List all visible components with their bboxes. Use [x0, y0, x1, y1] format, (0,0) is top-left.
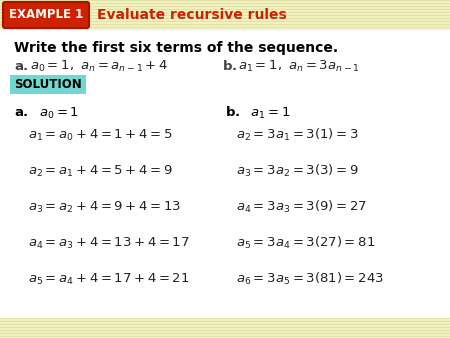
FancyBboxPatch shape	[0, 0, 450, 30]
Text: $a_4 = 3a_3 = 3(9) = 27$: $a_4 = 3a_3 = 3(9) = 27$	[236, 199, 367, 215]
FancyBboxPatch shape	[10, 75, 86, 94]
Text: EXAMPLE 1: EXAMPLE 1	[9, 8, 83, 22]
Text: $a_5 = 3a_4 = 3(27) = 81$: $a_5 = 3a_4 = 3(27) = 81$	[236, 235, 375, 251]
Text: $a_3 = 3a_2 = 3(3) = 9$: $a_3 = 3a_2 = 3(3) = 9$	[236, 163, 359, 179]
Text: $a_1 = a_0 + 4 = 1 + 4 = 5$: $a_1 = a_0 + 4 = 1 + 4 = 5$	[28, 127, 173, 143]
Text: $\mathbf{a.}\ \ a_0 = 1$: $\mathbf{a.}\ \ a_0 = 1$	[14, 105, 79, 121]
Text: $a_4 = a_3 + 4 = 13 + 4 = 17$: $a_4 = a_3 + 4 = 13 + 4 = 17$	[28, 236, 189, 250]
Text: Evaluate recursive rules: Evaluate recursive rules	[97, 8, 287, 22]
Text: $\mathbf{b.}$: $\mathbf{b.}$	[222, 59, 237, 73]
Text: $a_0 = 1,\ a_n = a_{n-1} + 4$: $a_0 = 1,\ a_n = a_{n-1} + 4$	[30, 58, 168, 74]
FancyBboxPatch shape	[3, 2, 89, 28]
Text: $a_3 = a_2 + 4 = 9 + 4 = 13$: $a_3 = a_2 + 4 = 9 + 4 = 13$	[28, 199, 181, 215]
Text: $a_2 = a_1 + 4 = 5 + 4 = 9$: $a_2 = a_1 + 4 = 5 + 4 = 9$	[28, 164, 173, 178]
FancyBboxPatch shape	[0, 318, 450, 338]
Text: $\mathbf{b.}\ \ a_1 = 1$: $\mathbf{b.}\ \ a_1 = 1$	[225, 105, 291, 121]
Text: $a_2 = 3a_1 = 3(1) = 3$: $a_2 = 3a_1 = 3(1) = 3$	[236, 127, 359, 143]
Text: $a_6 = 3a_5 = 3(81) = 243$: $a_6 = 3a_5 = 3(81) = 243$	[236, 271, 384, 287]
Text: $\mathbf{a.}$: $\mathbf{a.}$	[14, 59, 29, 72]
FancyBboxPatch shape	[0, 30, 450, 318]
Text: $a_5 = a_4 + 4 = 17 + 4 = 21$: $a_5 = a_4 + 4 = 17 + 4 = 21$	[28, 271, 189, 287]
Text: SOLUTION: SOLUTION	[14, 78, 82, 91]
Text: $a_1 = 1,\ a_n = 3a_{n-1}$: $a_1 = 1,\ a_n = 3a_{n-1}$	[238, 58, 360, 74]
Text: Write the first six terms of the sequence.: Write the first six terms of the sequenc…	[14, 41, 338, 55]
